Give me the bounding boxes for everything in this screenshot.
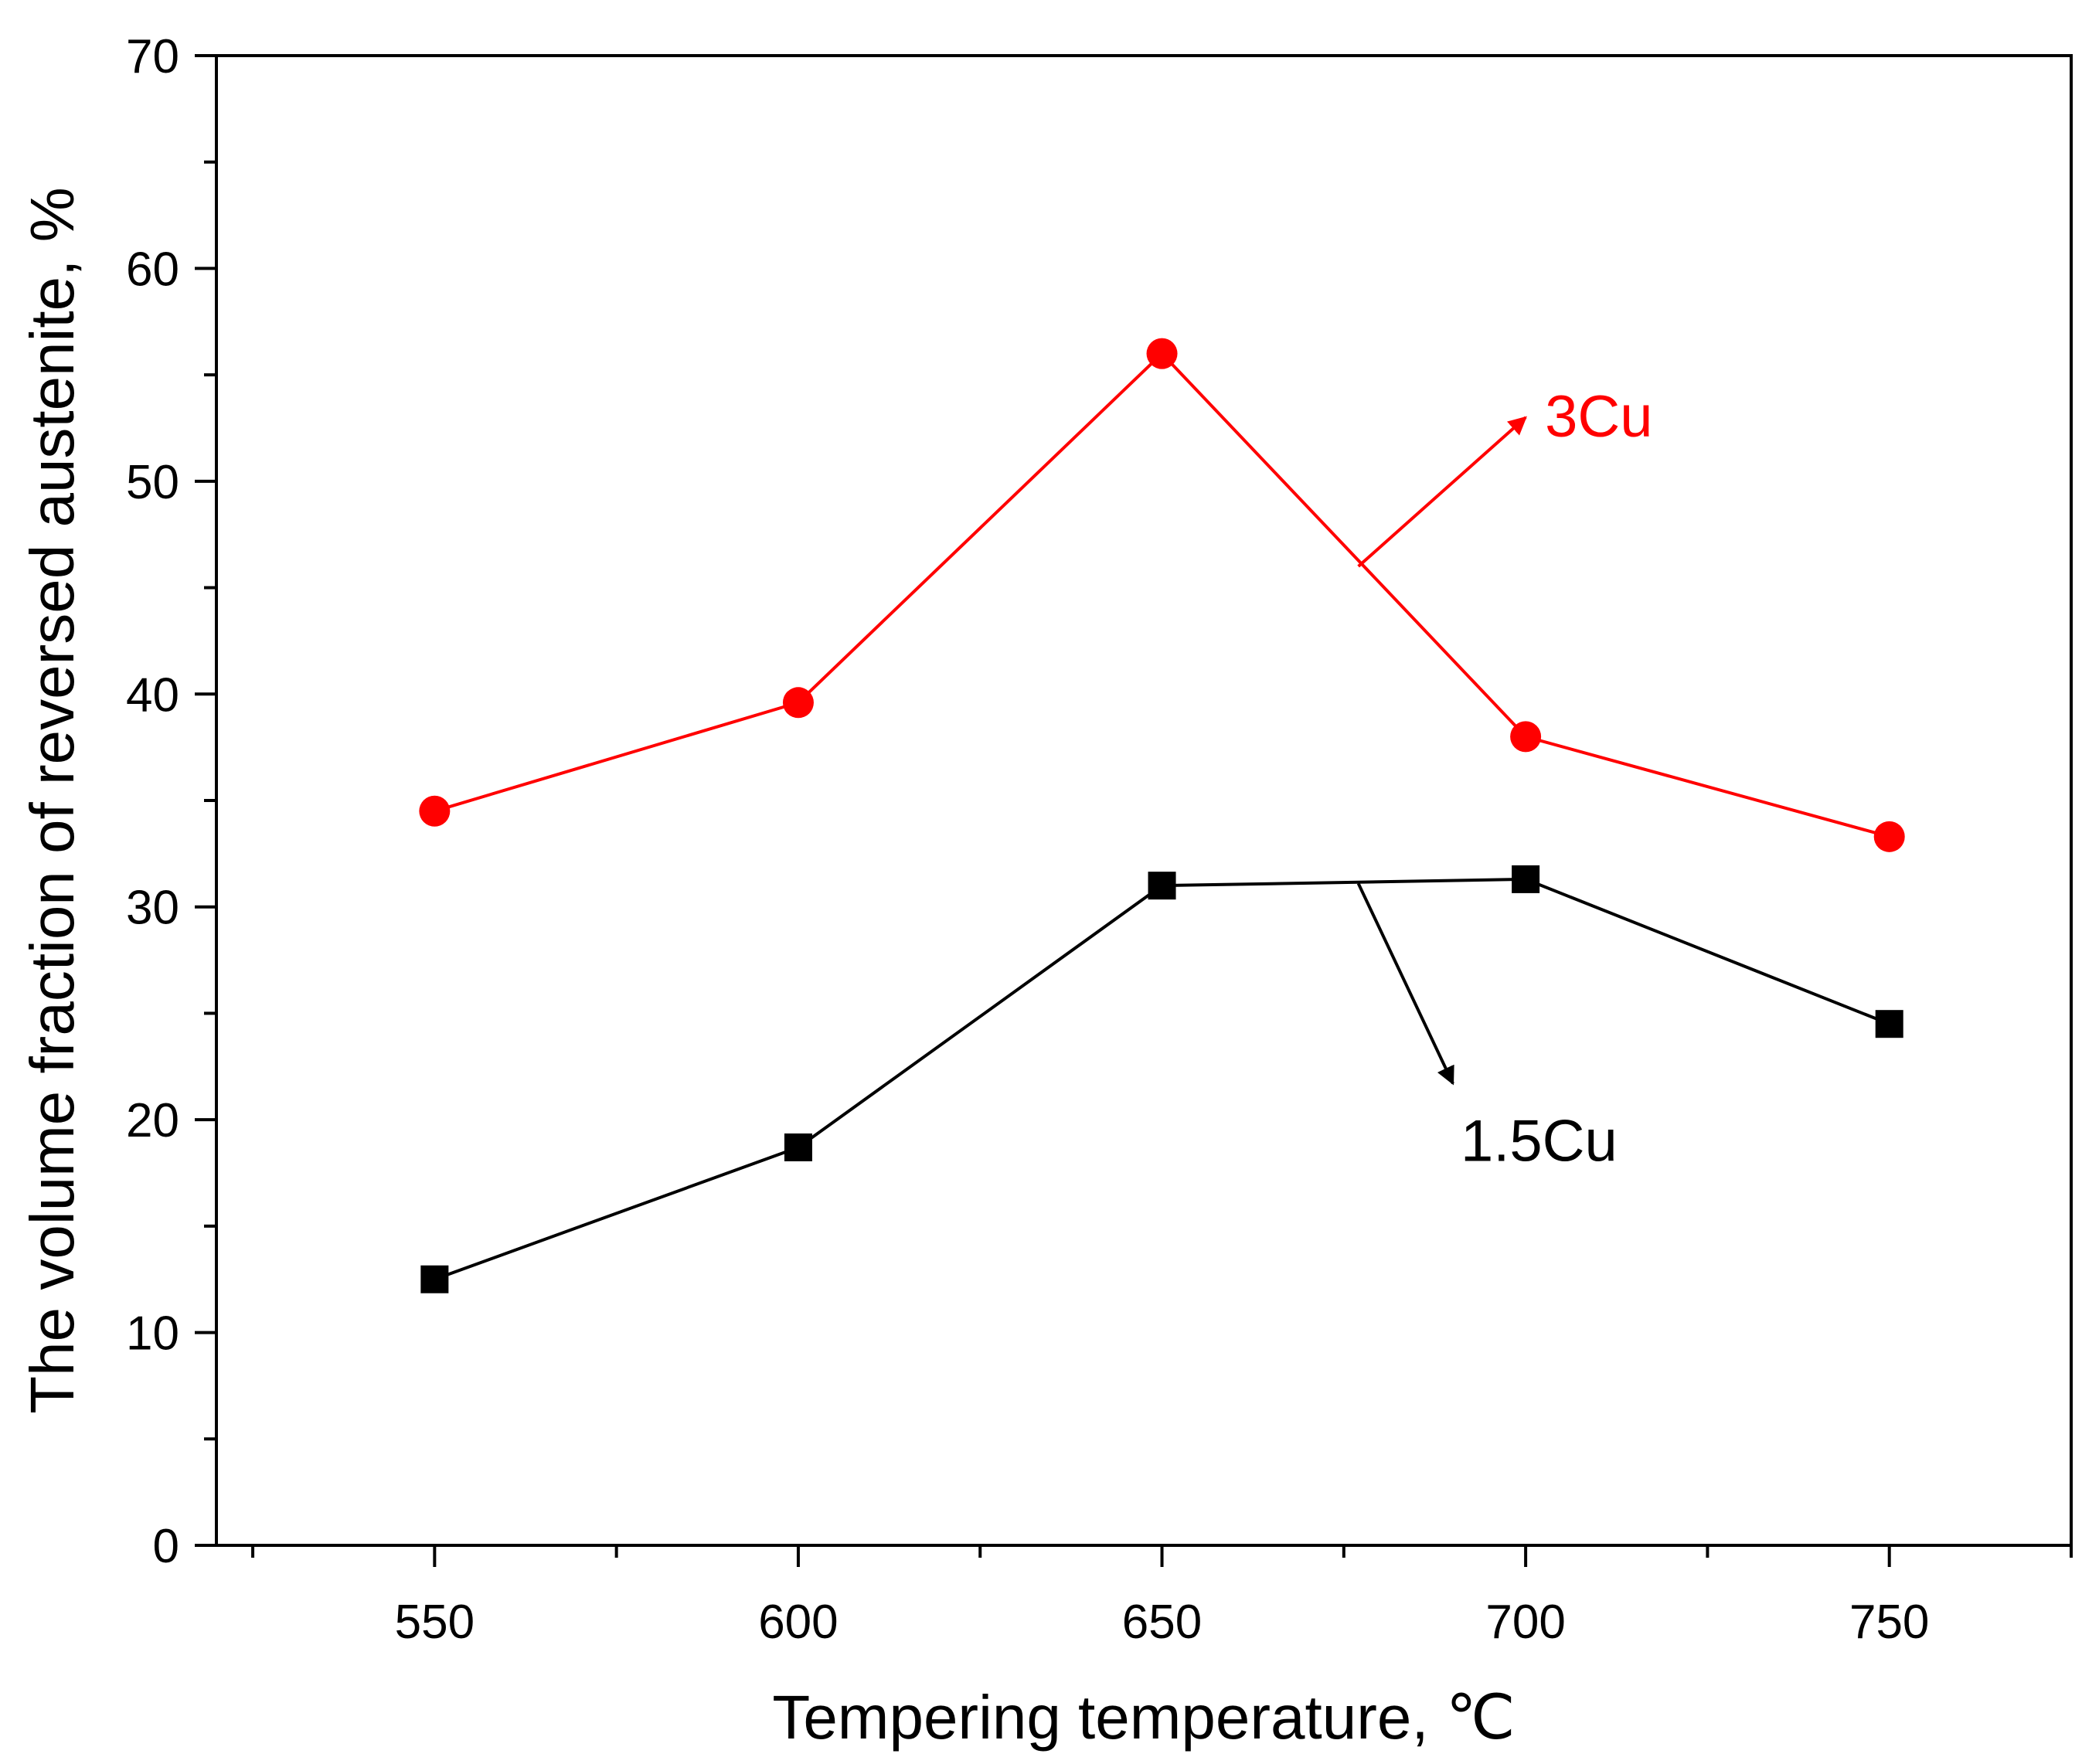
annotation-layer: 3Cu 1.5Cu [1356, 384, 1653, 1174]
point-3Cu-700 [1510, 721, 1542, 753]
y-axis: 0 10 20 30 40 50 60 70 [126, 30, 216, 1573]
x-tick-label-550: 550 [395, 1596, 475, 1649]
y-tick-label-0: 0 [153, 1520, 179, 1573]
annotation-arrow-3Cu [1357, 416, 1527, 568]
x-tick-label-750: 750 [1849, 1596, 1929, 1649]
y-tick-label-40: 40 [126, 668, 179, 722]
annotation-arrow-1_5Cu [1356, 882, 1454, 1086]
y-axis-title: The volume fraction of reversed austenit… [18, 187, 87, 1413]
y-tick-label-20: 20 [126, 1094, 179, 1147]
point-3Cu-750 [1873, 821, 1905, 852]
y-tick-label-70: 70 [126, 30, 179, 83]
x-tick-label-650: 650 [1122, 1596, 1202, 1649]
x-axis-title: Tempering temperature, ℃ [772, 1683, 1515, 1752]
point-1_5Cu-750 [1875, 1010, 1903, 1038]
series-line-3Cu [434, 351, 1890, 838]
point-3Cu-550 [419, 795, 451, 827]
y-tick-label-30: 30 [126, 882, 179, 935]
point-1_5Cu-700 [1512, 865, 1540, 893]
series-line-1_5Cu [434, 877, 1890, 1281]
x-tick-label-700: 700 [1485, 1596, 1565, 1649]
point-1_5Cu-600 [784, 1133, 812, 1161]
y-tick-label-50: 50 [126, 456, 179, 509]
point-1_5Cu-650 [1148, 872, 1176, 900]
y-tick-label-10: 10 [126, 1307, 179, 1361]
annotation-label-1_5Cu: 1.5Cu [1461, 1108, 1618, 1174]
series-layer [419, 338, 1905, 1293]
point-1_5Cu-550 [420, 1265, 449, 1293]
x-axis: 550 600 650 700 750 [251, 1545, 2073, 1649]
annotation-label-3Cu: 3Cu [1545, 384, 1652, 450]
point-3Cu-600 [782, 687, 814, 719]
point-3Cu-650 [1146, 338, 1178, 369]
x-tick-label-600: 600 [758, 1596, 838, 1649]
plot-frame [215, 54, 2073, 1547]
y-tick-label-60: 60 [126, 243, 179, 296]
